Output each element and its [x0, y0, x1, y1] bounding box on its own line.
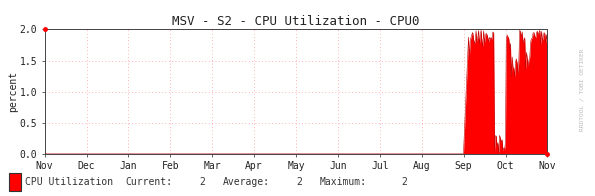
Bar — [9, 173, 21, 191]
Y-axis label: percent: percent — [8, 71, 18, 112]
Title: MSV - S2 - CPU Utilization - CPU0: MSV - S2 - CPU Utilization - CPU0 — [173, 15, 419, 28]
Text: CPU Utilization: CPU Utilization — [26, 177, 114, 187]
Text: Current:: Current: — [126, 177, 173, 187]
Text: 2: 2 — [199, 177, 205, 187]
Text: RRDTOOL / TOBI OETIKER: RRDTOOL / TOBI OETIKER — [580, 49, 584, 131]
Text: 2: 2 — [401, 177, 407, 187]
Text: Average:: Average: — [223, 177, 270, 187]
Text: 2: 2 — [297, 177, 303, 187]
Text: Maximum:: Maximum: — [320, 177, 367, 187]
